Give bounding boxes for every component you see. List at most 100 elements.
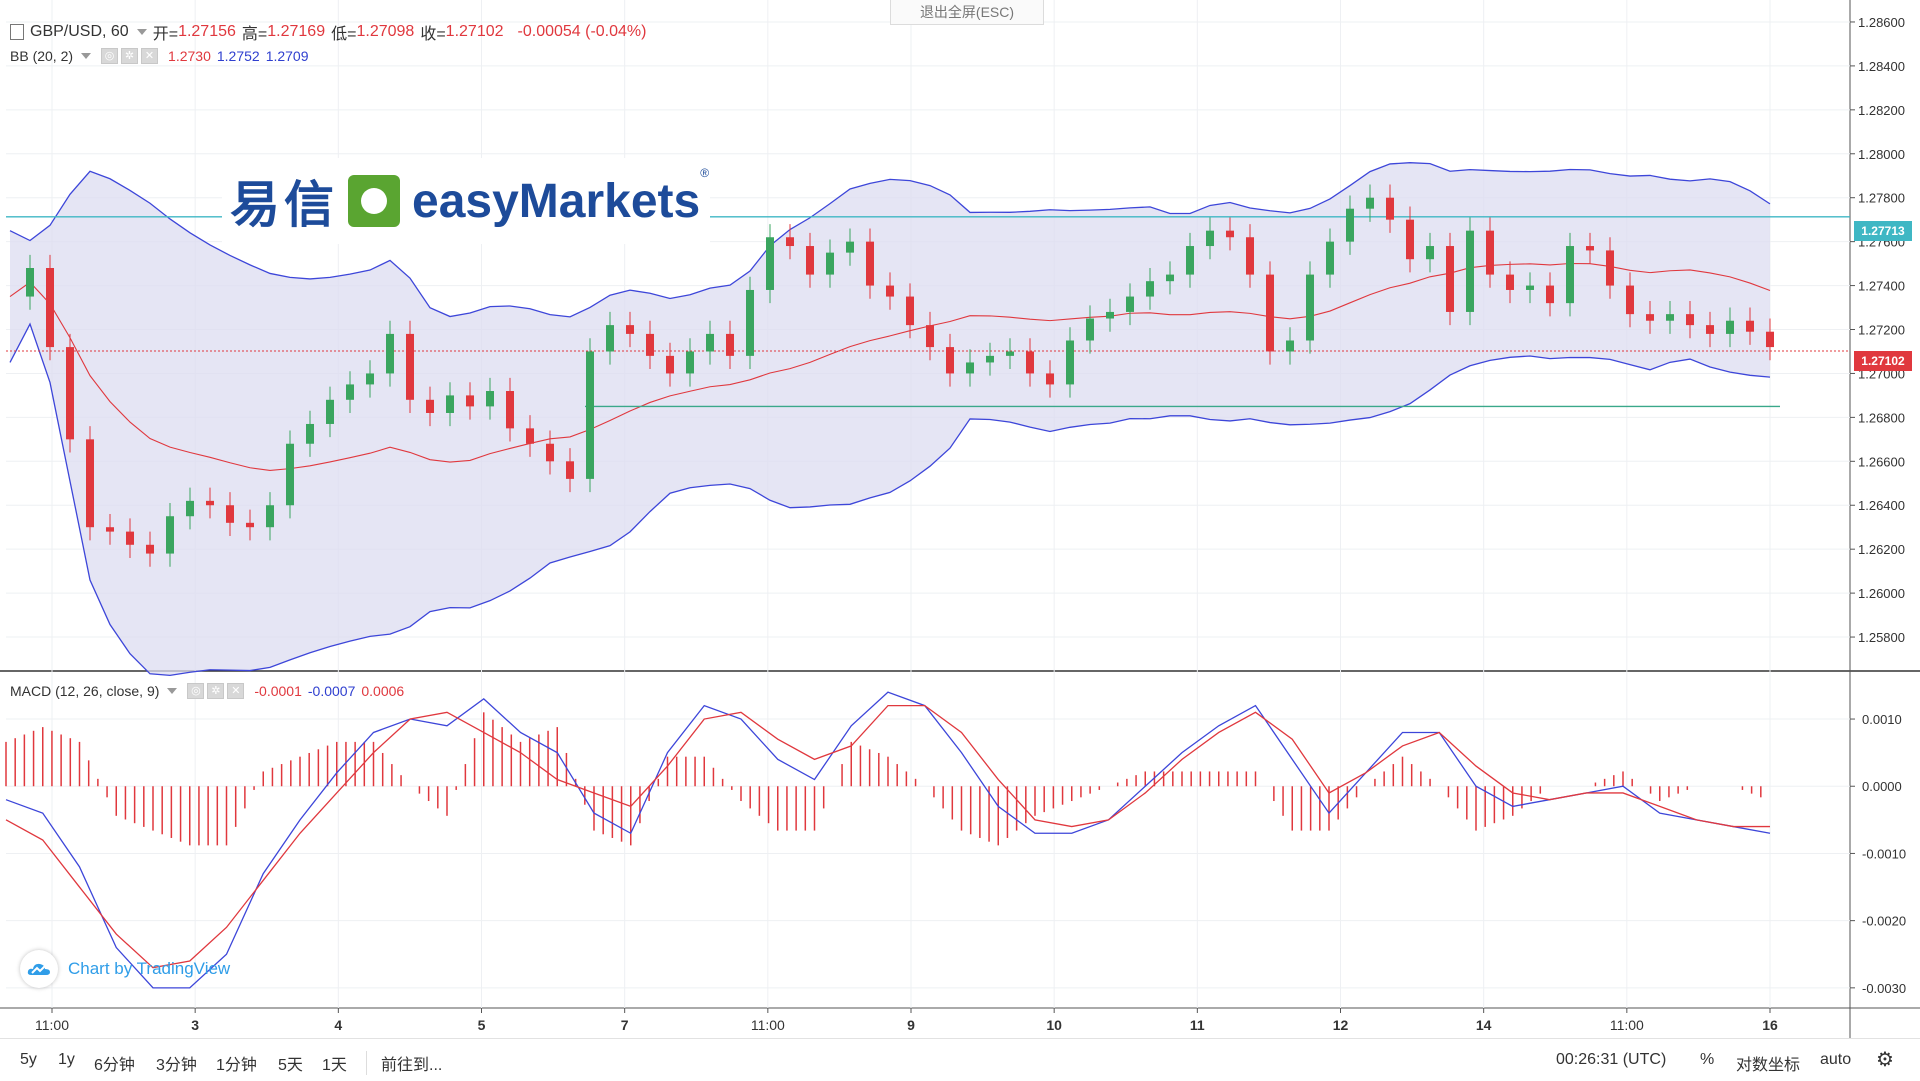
close-value: 1.27102 bbox=[445, 23, 504, 40]
candle-body bbox=[1286, 340, 1294, 352]
bb-label[interactable]: BB (20, 2) bbox=[10, 48, 74, 64]
chevron-down-icon[interactable] bbox=[81, 53, 92, 59]
bollinger-band-fill bbox=[10, 162, 1770, 676]
tradingview-watermark[interactable]: Chart by TradingView bbox=[20, 950, 230, 988]
candle-body bbox=[26, 268, 34, 297]
symbol-title[interactable]: GBP/USD, 60 bbox=[30, 23, 129, 40]
bb-middle-value: 1.2730 bbox=[168, 48, 211, 64]
candle-body bbox=[946, 347, 954, 374]
candle-body bbox=[426, 399, 434, 413]
candle-body bbox=[846, 241, 854, 253]
chevron-down-icon[interactable] bbox=[167, 688, 178, 694]
high-label: 高= bbox=[241, 26, 268, 43]
candle-body bbox=[1086, 318, 1094, 341]
candle-body bbox=[166, 516, 174, 554]
log-scale-toggle[interactable]: 对数坐标 bbox=[1736, 1057, 1801, 1074]
goto-date-button[interactable]: 前往到... bbox=[366, 1051, 442, 1075]
price-tick-label: 1.27800 bbox=[1858, 191, 1905, 206]
candle-body bbox=[1006, 351, 1014, 356]
candle-body bbox=[266, 505, 274, 528]
candle-body bbox=[526, 428, 534, 444]
range-1d-button[interactable]: 1天 bbox=[322, 1057, 347, 1074]
time-tick-label: 5 bbox=[478, 1017, 486, 1033]
price-tick-label: 1.26400 bbox=[1858, 498, 1905, 513]
candle-body bbox=[1546, 285, 1554, 304]
candle-body bbox=[1686, 314, 1694, 326]
range-5d-button[interactable]: 5天 bbox=[278, 1057, 303, 1074]
macd-tick-label: 0.0010 bbox=[1862, 712, 1902, 727]
time-tick-label: 11 bbox=[1190, 1017, 1205, 1033]
range-5y-button[interactable]: 5y bbox=[20, 1051, 37, 1068]
candle-body bbox=[226, 505, 234, 523]
resistance-price-tag: 1.27713 bbox=[1854, 221, 1912, 241]
bottom-toolbar: 5y 1y 6分钟 3分钟 1分钟 5天 1天 前往到... 00:26:31 … bbox=[0, 1038, 1920, 1081]
candle-body bbox=[206, 500, 214, 506]
close-icon[interactable]: ✕ bbox=[141, 48, 159, 64]
candle-body bbox=[1346, 208, 1354, 242]
price-chart[interactable]: 1.286001.284001.282001.280001.278001.276… bbox=[0, 0, 1920, 1040]
percent-scale-toggle[interactable]: % bbox=[1700, 1051, 1715, 1068]
candle-body bbox=[766, 237, 774, 290]
time-tick-label: 7 bbox=[621, 1017, 629, 1033]
candle-body bbox=[486, 391, 494, 407]
candle-body bbox=[326, 399, 334, 424]
macd-signal-line bbox=[5, 704, 1770, 969]
candle-body bbox=[1146, 281, 1154, 297]
time-tick-label: 10 bbox=[1046, 1017, 1062, 1033]
low-value: 1.27098 bbox=[356, 23, 415, 40]
candle-body bbox=[186, 500, 194, 517]
bollinger-middle-line bbox=[9, 262, 1771, 471]
high-value: 1.27169 bbox=[267, 23, 326, 40]
range-1y-button[interactable]: 1y bbox=[58, 1051, 75, 1068]
logo-mark-icon bbox=[348, 175, 400, 227]
price-tick-label: 1.28200 bbox=[1858, 103, 1905, 118]
candle-body bbox=[906, 296, 914, 326]
candle-body bbox=[806, 246, 814, 275]
candle-body bbox=[1586, 246, 1594, 251]
gear-icon[interactable]: ✲ bbox=[121, 48, 139, 64]
candle-body bbox=[146, 544, 154, 554]
time-tick-label: 9 bbox=[907, 1017, 915, 1033]
gear-icon[interactable]: ✲ bbox=[207, 683, 225, 699]
candle-body bbox=[66, 347, 74, 440]
candle-body bbox=[306, 423, 314, 444]
tradingview-cloud-icon bbox=[20, 950, 58, 988]
macd-line bbox=[5, 691, 1771, 989]
settings-icon[interactable]: ◎ bbox=[187, 683, 205, 699]
chevron-down-icon[interactable] bbox=[136, 29, 147, 35]
range-1min-button[interactable]: 1分钟 bbox=[216, 1057, 257, 1074]
time-tick-label: 11:00 bbox=[1610, 1017, 1644, 1033]
candle-body bbox=[1166, 274, 1174, 282]
utc-clock[interactable]: 00:26:31 (UTC) bbox=[1556, 1051, 1667, 1068]
open-label: 开= bbox=[152, 26, 179, 43]
time-tick-label: 11:00 bbox=[751, 1017, 785, 1033]
time-tick-label: 3 bbox=[191, 1017, 199, 1033]
price-tick-label: 1.26600 bbox=[1858, 454, 1905, 469]
price-tick-label: 1.26800 bbox=[1858, 410, 1905, 425]
range-3min-button[interactable]: 3分钟 bbox=[156, 1057, 197, 1074]
range-6min-button[interactable]: 6分钟 bbox=[94, 1057, 135, 1074]
auto-scale-toggle[interactable]: auto bbox=[1820, 1051, 1852, 1068]
candle-body bbox=[506, 391, 514, 429]
bb-legend: BB (20, 2) ◎ ✲ ✕ 1.2730 1.2752 1.2709 bbox=[10, 48, 309, 64]
watermark-text: Chart by TradingView bbox=[68, 959, 231, 978]
candle-body bbox=[1566, 246, 1574, 304]
chart-icon[interactable] bbox=[10, 24, 24, 40]
low-label: 低= bbox=[331, 26, 357, 43]
candle-body bbox=[1486, 230, 1494, 275]
candle-body bbox=[1526, 285, 1534, 290]
macd-tick-label: -0.0030 bbox=[1862, 981, 1906, 996]
macd-label[interactable]: MACD (12, 26, close, 9) bbox=[10, 683, 160, 699]
candle-body bbox=[986, 355, 994, 363]
exit-fullscreen-button[interactable]: 退出全屏(ESC) bbox=[890, 0, 1044, 25]
time-tick-label: 16 bbox=[1762, 1017, 1778, 1033]
gear-icon[interactable]: ⚙ bbox=[1876, 1049, 1894, 1071]
close-icon[interactable]: ✕ bbox=[227, 683, 245, 699]
candle-body bbox=[626, 325, 634, 334]
settings-icon[interactable]: ◎ bbox=[101, 48, 119, 64]
price-tick-label: 1.25800 bbox=[1858, 630, 1905, 645]
candle-body bbox=[1126, 296, 1134, 312]
candle-body bbox=[1726, 320, 1734, 334]
candle-body bbox=[346, 384, 354, 400]
open-value: 1.27156 bbox=[178, 23, 236, 40]
